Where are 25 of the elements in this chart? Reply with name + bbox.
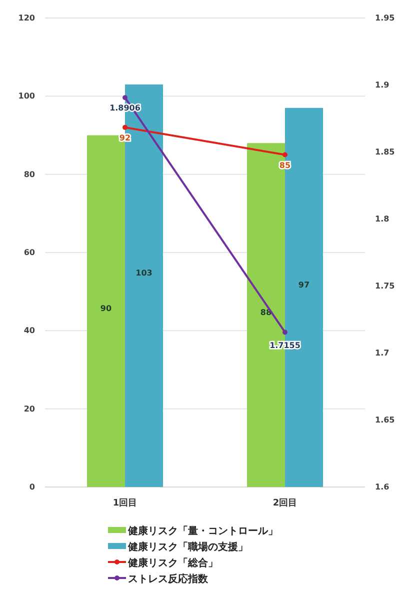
legend-label: 健康リスク「職場の支援」 <box>127 541 248 553</box>
y-tick-label: 20 <box>24 404 36 414</box>
data-label: 103 <box>136 268 152 278</box>
y-tick-label: 0 <box>29 482 36 492</box>
y-tick-label: 100 <box>18 92 36 101</box>
y-tick-label: 60 <box>24 248 36 258</box>
legend-label: 健康リスク「総合」 <box>127 557 218 569</box>
y2-tick-label: 1.9 <box>375 80 390 90</box>
y-tick-label: 120 <box>18 14 36 23</box>
y-tick-label: 80 <box>24 170 36 179</box>
y2-tick-label: 1.6 <box>375 482 390 492</box>
data-label: 90 <box>100 304 112 314</box>
y2-tick-label: 1.85 <box>375 148 396 157</box>
legend-label: 健康リスク「量・コントロール」 <box>127 525 278 537</box>
y-tick-label: 40 <box>24 326 36 336</box>
data-label: 1.8906 <box>110 104 141 113</box>
x-tick-label: 1回目 <box>112 497 138 508</box>
y2-tick-label: 1.7 <box>375 348 390 358</box>
y2-tick-label: 1.75 <box>375 282 396 291</box>
data-label: 97 <box>298 280 310 290</box>
y2-tick-label: 1.65 <box>375 416 396 425</box>
legend-label: ストレス反応指数 <box>128 573 209 585</box>
y2-tick-label: 1.8 <box>375 214 390 224</box>
x-tick-label: 2回目 <box>272 497 298 508</box>
y2-tick-label: 1.95 <box>375 14 396 23</box>
